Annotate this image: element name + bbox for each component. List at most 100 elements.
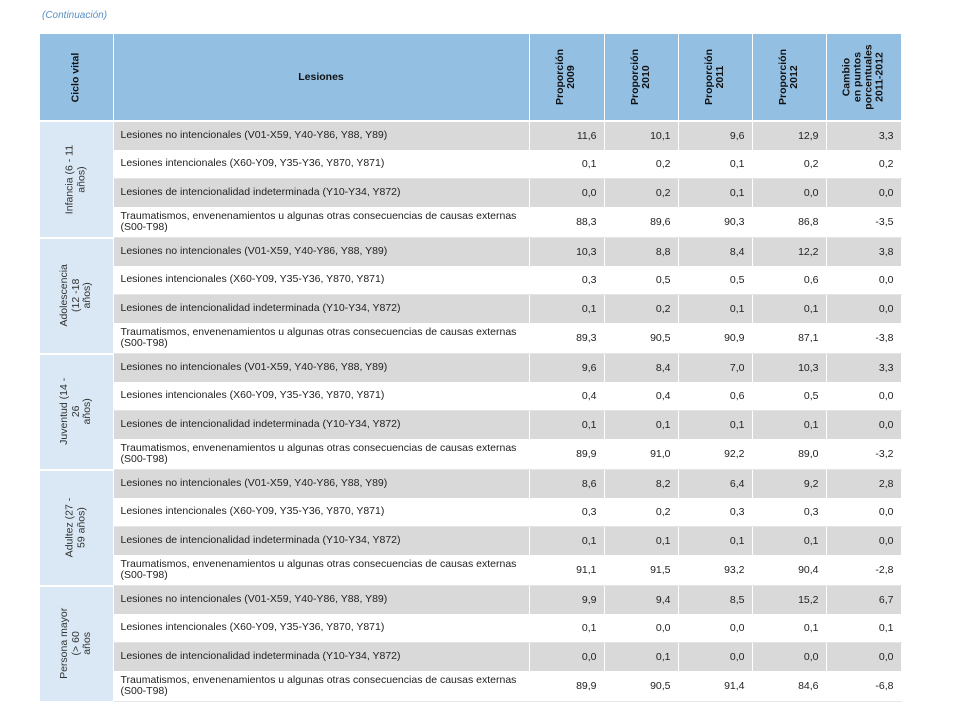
proporcion-2010-cell: 8,4 [604,353,679,382]
proporcion-2009-cell: 88,3 [529,207,605,238]
proporcion-2011-cell: 8,5 [678,585,753,614]
proporcion-2009-cell: 89,9 [529,439,605,470]
proporcion-2010-cell: 0,4 [604,382,679,411]
cambio-cell: -3,2 [826,439,902,470]
proporcion-2011-cell: 0,0 [678,614,753,643]
lesion-cell: Lesiones de intencionalidad indeterminad… [113,410,530,439]
table-body: Infancia (6 - 11 años) Lesiones no intenc… [40,121,902,703]
lesion-cell: Traumatismos, envenenamientos u algunas … [113,439,530,470]
proporcion-2009-cell: 0,1 [529,614,605,643]
proporcion-2011-cell: 93,2 [678,555,753,586]
ciclo-vital-label: Adultez (27 - 59 años) [63,497,88,558]
proporcion-2010-cell: 0,0 [604,614,679,643]
header-ciclo-vital: Ciclo vital [40,34,114,122]
table-row: Adolescencia (12 -18 años) Lesiones no in… [40,237,902,355]
proporcion-2010-cell: 0,2 [604,498,679,527]
ciclo-vital-cell: Infancia (6 - 11 años) [40,121,114,239]
lesion-cell: Lesiones no intencionales (V01-X59, Y40-… [113,121,530,150]
table-row: Lesiones intencionales (X60-Y09, Y35-Y36… [40,150,902,179]
lesion-cell: Lesiones de intencionalidad indeterminad… [113,526,530,555]
ciclo-vital-cell: Adolescencia (12 -18 años) [40,237,114,355]
proporcion-2010-cell: 8,8 [604,237,679,266]
proporcion-2009-cell: 91,1 [529,555,605,586]
proporcion-2012-cell: 0,3 [752,498,827,527]
ciclo-vital-cell: Persona mayor (> 60 años [40,585,114,703]
table-row: Lesiones de intencionalidad indeterminad… [40,294,902,323]
proporcion-2012-cell: 0,2 [752,150,827,179]
table-row: Infancia (6 - 11 años) Lesiones no intenc… [40,121,902,239]
proporcion-2011-cell: 91,4 [678,671,753,702]
proporcion-2011-cell: 0,5 [678,266,753,295]
header-proporcion-2012: Proporción 2012 [752,34,827,122]
proporcion-2010-cell: 90,5 [604,323,679,354]
proporcion-2009-cell: 9,9 [529,585,605,614]
header-proporcion-2010: Proporción 2010 [604,34,679,122]
table-row: Lesiones de intencionalidad indeterminad… [40,642,902,671]
injury-proportion-table: Ciclo vital Lesiones Proporción 2009 Pro… [40,34,902,703]
proporcion-2010-cell: 90,5 [604,671,679,702]
cambio-cell: 0,0 [826,266,902,295]
cambio-cell: -3,8 [826,323,902,354]
table-row: Adultez (27 - 59 años) Lesiones no intenc… [40,469,902,587]
ciclo-vital-label: Juventud (14 - 26 años) [57,377,94,446]
proporcion-2012-cell: 0,1 [752,294,827,323]
cambio-cell: 0,1 [826,614,902,643]
ciclo-vital-cell: Adultez (27 - 59 años) [40,469,114,587]
proporcion-2012-cell: 0,1 [752,614,827,643]
proporcion-2011-cell: 8,4 [678,237,753,266]
lesion-cell: Lesiones intencionales (X60-Y09, Y35-Y36… [113,150,530,179]
proporcion-2012-cell: 0,0 [752,642,827,671]
lesion-cell: Lesiones intencionales (X60-Y09, Y35-Y36… [113,382,530,411]
proporcion-2009-cell: 0,0 [529,642,605,671]
table-row: Lesiones de intencionalidad indeterminad… [40,410,902,439]
proporcion-2010-cell: 8,2 [604,469,679,498]
proporcion-2012-cell: 12,9 [752,121,827,150]
proporcion-2010-cell: 0,1 [604,410,679,439]
proporcion-2011-cell: 6,4 [678,469,753,498]
proporcion-2011-cell: 90,3 [678,207,753,238]
proporcion-2012-cell: 9,2 [752,469,827,498]
table-row: Lesiones de intencionalidad indeterminad… [40,526,902,555]
table-row: Lesiones intencionales (X60-Y09, Y35-Y36… [40,614,902,643]
cambio-cell: 2,8 [826,469,902,498]
ciclo-vital-label: Infancia (6 - 11 años) [63,144,88,214]
proporcion-2009-cell: 0,1 [529,150,605,179]
ciclo-vital-label: Adolescencia (12 -18 años) [57,264,94,327]
table-row: Lesiones intencionales (X60-Y09, Y35-Y36… [40,498,902,527]
proporcion-2009-cell: 11,6 [529,121,605,150]
proporcion-2009-cell: 8,6 [529,469,605,498]
proporcion-2010-cell: 0,5 [604,266,679,295]
table-row: Lesiones de intencionalidad indeterminad… [40,178,902,207]
proporcion-2012-cell: 86,8 [752,207,827,238]
header-proporcion-2011: Proporción 2011 [678,34,753,122]
cambio-cell: 3,3 [826,121,902,150]
proporcion-2011-cell: 0,0 [678,642,753,671]
proporcion-2011-cell: 0,1 [678,410,753,439]
proporcion-2011-cell: 7,0 [678,353,753,382]
proporcion-2011-cell: 0,6 [678,382,753,411]
proporcion-2009-cell: 0,1 [529,294,605,323]
proporcion-2011-cell: 0,1 [678,294,753,323]
lesion-cell: Lesiones de intencionalidad indeterminad… [113,642,530,671]
ciclo-vital-label: Persona mayor (> 60 años [57,607,94,680]
proporcion-2010-cell: 0,2 [604,178,679,207]
proporcion-2012-cell: 15,2 [752,585,827,614]
table-row: Traumatismos, envenenamientos u algunas … [40,323,902,354]
cambio-cell: 3,3 [826,353,902,382]
proporcion-2012-cell: 0,1 [752,526,827,555]
proporcion-2011-cell: 92,2 [678,439,753,470]
proporcion-2011-cell: 0,1 [678,150,753,179]
cambio-cell: 0,0 [826,526,902,555]
lesion-cell: Lesiones intencionales (X60-Y09, Y35-Y36… [113,266,530,295]
cambio-cell: 3,8 [826,237,902,266]
cambio-cell: 0,0 [826,642,902,671]
proporcion-2012-cell: 0,1 [752,410,827,439]
table-row: Traumatismos, envenenamientos u algunas … [40,207,902,238]
proporcion-2012-cell: 0,6 [752,266,827,295]
cambio-cell: -3,5 [826,207,902,238]
lesion-cell: Traumatismos, envenenamientos u algunas … [113,671,530,702]
table-row: Traumatismos, envenenamientos u algunas … [40,671,902,702]
proporcion-2010-cell: 0,1 [604,642,679,671]
proporcion-2009-cell: 89,3 [529,323,605,354]
proporcion-2011-cell: 9,6 [678,121,753,150]
